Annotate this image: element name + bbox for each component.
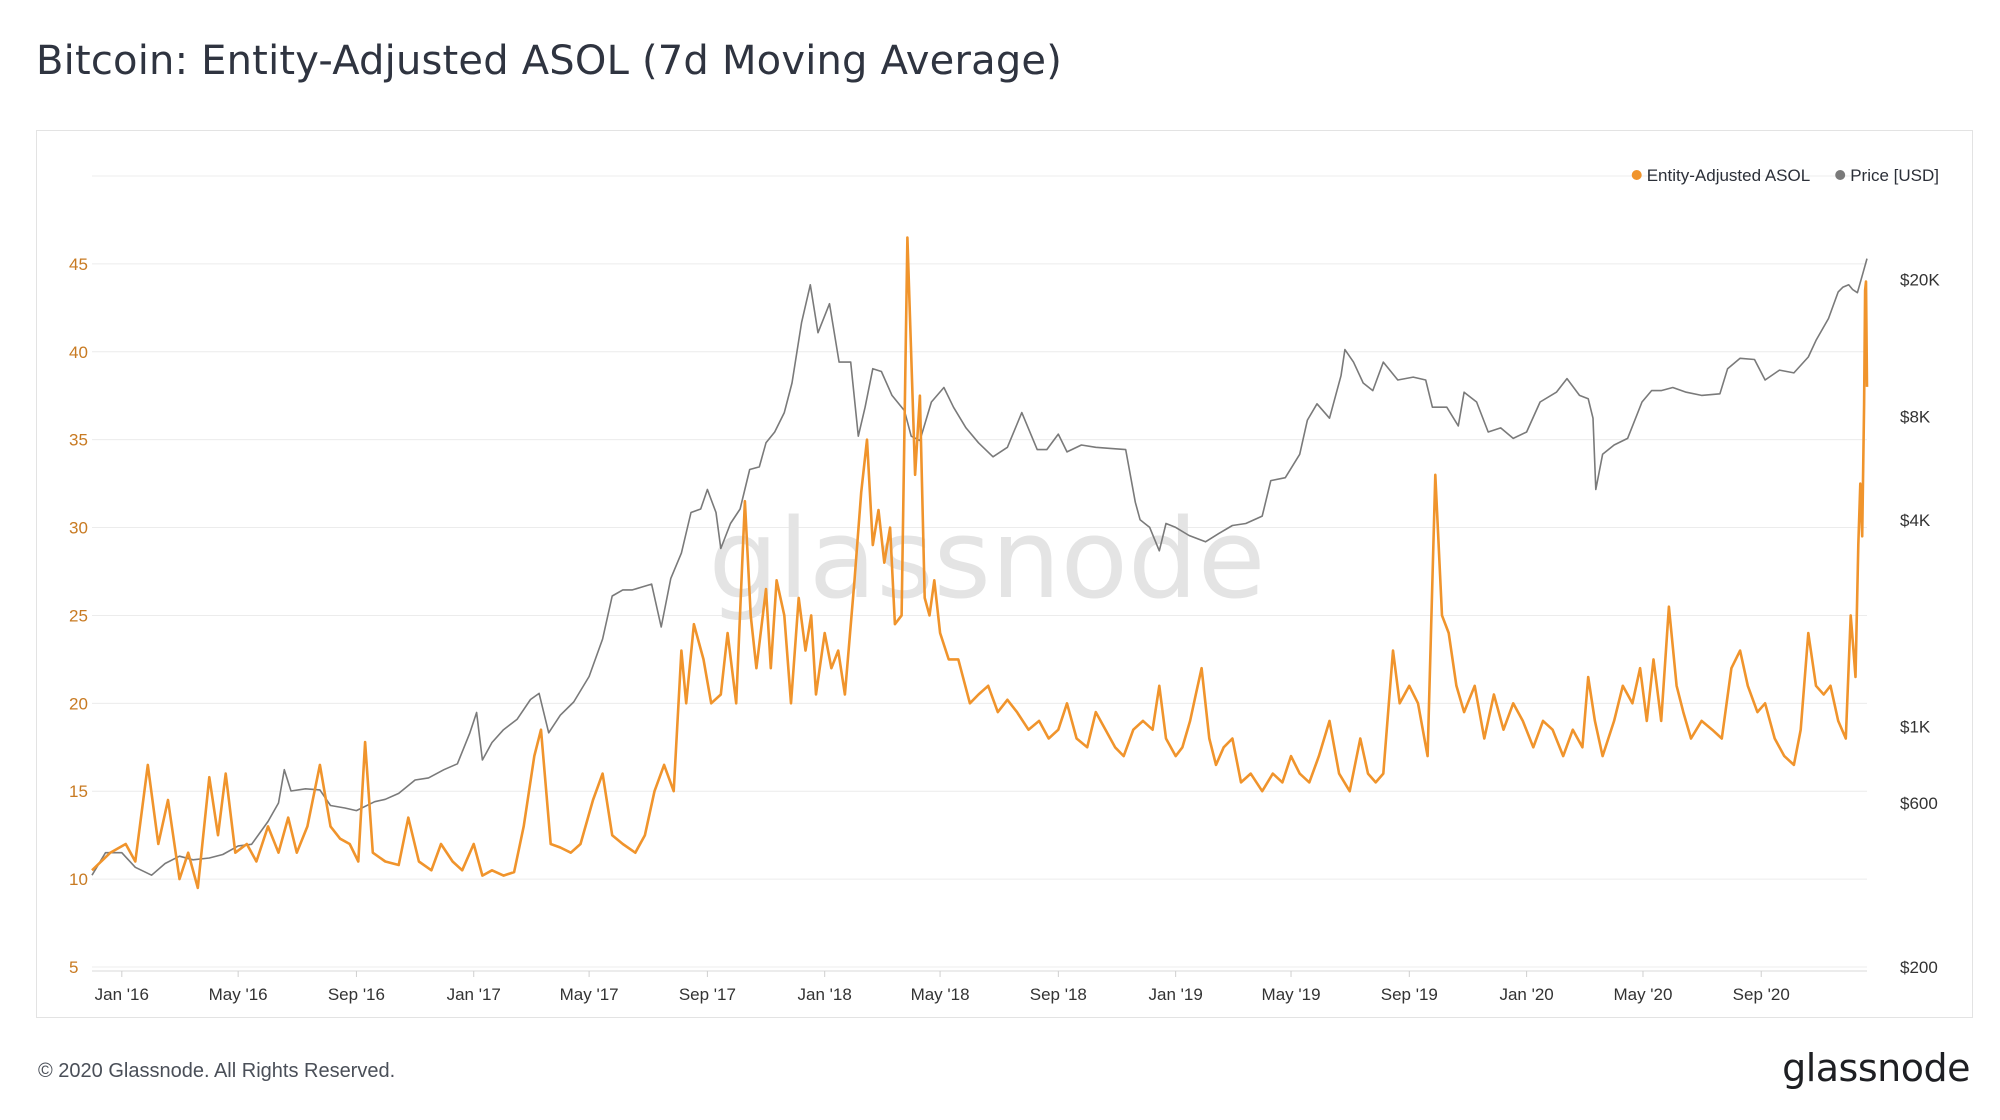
left-axis: 5 10 15 20 25 30 35 40 45 [69,255,88,977]
right-tick-label: $20K [1900,270,1940,289]
x-tick-label: Jan '16 [95,985,149,1004]
x-tick-label: Sep '19 [1381,985,1438,1004]
page-title: Bitcoin: Entity-Adjusted ASOL (7d Moving… [36,38,1063,84]
right-tick-label: $200 [1900,958,1938,977]
x-tick-label: May '16 [209,985,268,1004]
right-tick-label: $4K [1900,511,1931,530]
copyright-text: © 2020 Glassnode. All Rights Reserved. [38,1060,396,1082]
left-tick-label: 30 [69,519,88,538]
watermark: glassnode [709,495,1266,623]
right-tick-label: $1K [1900,718,1931,737]
right-tick-label: $600 [1900,794,1938,813]
x-tick-label: May '19 [1262,985,1321,1004]
x-tick-label: Jan '18 [798,985,852,1004]
x-tick-label: May '18 [911,985,970,1004]
legend-item-asol[interactable]: Entity-Adjusted ASOL [1631,166,1810,185]
asol-series-line[interactable] [91,236,1869,890]
x-tick-label: Sep '20 [1733,985,1790,1004]
legend-label: Price [USD] [1850,166,1939,185]
right-axis: $200 $600 $1K $4K $8K $20K [1900,270,1940,977]
x-tick-label: Sep '17 [679,985,736,1004]
left-tick-label: 20 [69,694,88,713]
x-tick-label: Sep '16 [328,985,385,1004]
legend-label: Entity-Adjusted ASOL [1647,166,1810,185]
x-axis: Jan '16 May '16 Sep '16 Jan '17 May '17 Sep '… [92,970,1867,1004]
left-tick-label: 40 [69,343,88,362]
x-tick-label: Jan '17 [447,985,501,1004]
left-tick-label: 45 [69,255,88,274]
legend-item-price[interactable]: Price [USD] [1835,166,1939,185]
left-tick-label: 35 [69,431,88,450]
x-tick-label: Jan '19 [1149,985,1203,1004]
left-tick-label: 5 [69,958,78,977]
glassnode-logo[interactable]: glassnode [1782,1046,1970,1090]
gridlines [92,175,1867,968]
left-tick-label: 25 [69,606,88,625]
x-tick-label: May '17 [560,985,619,1004]
x-tick-label: Jan '20 [1499,985,1553,1004]
legend-dot [1631,170,1642,180]
price-series-line[interactable] [91,258,1868,876]
left-tick-label: 15 [69,782,88,801]
x-tick-label: Sep '18 [1030,985,1087,1004]
left-tick-label: 10 [69,870,88,889]
right-tick-label: $8K [1900,407,1931,426]
x-tick-label: May '20 [1613,985,1672,1004]
legend[interactable]: Entity-Adjusted ASOL Price [USD] [1631,166,1939,185]
series-lines [91,236,1869,890]
legend-dot [1835,170,1846,180]
chart-panel: glassnode 5 10 15 20 25 30 35 40 45 $200 $600 $1K $… [36,130,1973,1018]
